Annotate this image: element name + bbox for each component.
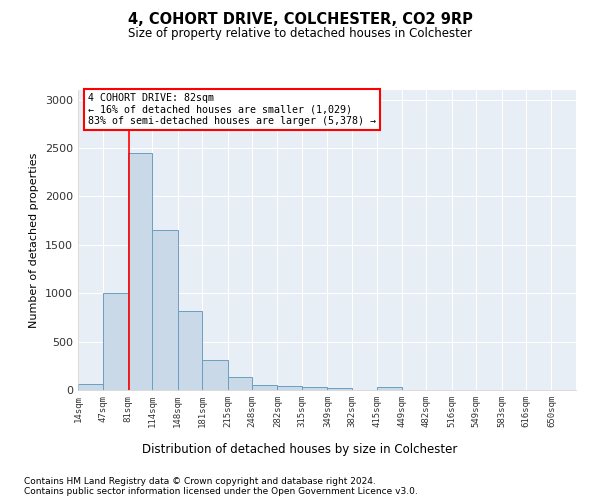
Bar	[252, 384, 277, 390]
Bar	[103, 293, 128, 390]
Bar	[202, 360, 227, 390]
Text: Contains public sector information licensed under the Open Government Licence v3: Contains public sector information licen…	[24, 488, 418, 496]
Y-axis label: Number of detached properties: Number of detached properties	[29, 152, 40, 328]
Bar	[152, 230, 178, 390]
Text: 4 COHORT DRIVE: 82sqm
← 16% of detached houses are smaller (1,029)
83% of semi-d: 4 COHORT DRIVE: 82sqm ← 16% of detached …	[88, 93, 376, 126]
Bar	[277, 386, 302, 390]
Bar	[178, 310, 202, 390]
Bar	[302, 387, 328, 390]
Text: Distribution of detached houses by size in Colchester: Distribution of detached houses by size …	[142, 442, 458, 456]
Bar	[377, 386, 402, 390]
Text: 4, COHORT DRIVE, COLCHESTER, CO2 9RP: 4, COHORT DRIVE, COLCHESTER, CO2 9RP	[128, 12, 472, 28]
Bar	[78, 384, 103, 390]
Bar	[227, 378, 252, 390]
Text: Size of property relative to detached houses in Colchester: Size of property relative to detached ho…	[128, 28, 472, 40]
Bar	[328, 388, 352, 390]
Bar	[128, 153, 152, 390]
Text: Contains HM Land Registry data © Crown copyright and database right 2024.: Contains HM Land Registry data © Crown c…	[24, 478, 376, 486]
